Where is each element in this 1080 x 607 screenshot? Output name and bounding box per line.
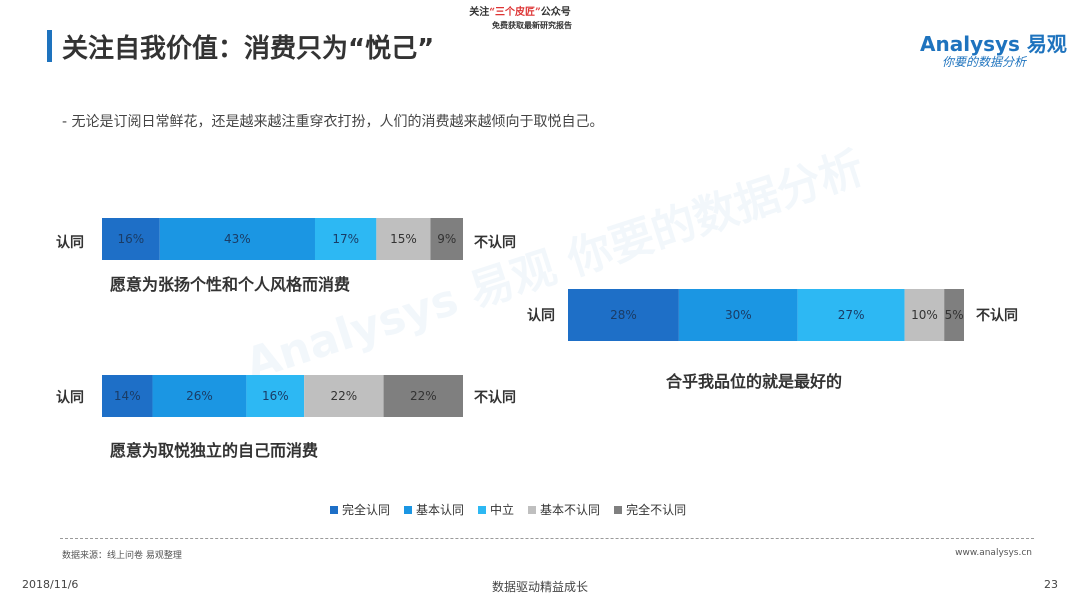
bar-value-label: 26% [186, 389, 213, 403]
legend-label: 完全不认同 [626, 503, 687, 517]
legend-swatch [478, 505, 487, 514]
bar-segment [568, 289, 679, 341]
promo-text: 关注“三个皮匠”公众号 免费获取最新研究报告 [468, 6, 572, 32]
legend-label: 基本认同 [416, 503, 465, 517]
bar2-caption: 合乎我品位的就是最好的 [666, 372, 843, 391]
bar-segment [904, 289, 945, 341]
website-link[interactable]: www.analysys.cn [955, 548, 1032, 558]
subtitle-text: - 无论是订阅日常鲜花，还是越来越注重穿衣打扮，人们的消费越来越倾向于取悦自己。 [62, 114, 604, 130]
bar-segment [246, 375, 305, 417]
bar-value-label: 9% [437, 232, 456, 246]
bar-value-label: 43% [224, 232, 251, 246]
bar1-left-label: 认同 [56, 235, 84, 251]
bar-value-label: 22% [331, 389, 358, 403]
bar-value-label: 27% [838, 308, 865, 322]
promo-line1-b: “三个皮匠” [489, 7, 541, 18]
legend-item: 完全认同 [330, 501, 390, 518]
bar-value-label: 16% [118, 232, 145, 246]
legend-swatch [404, 505, 413, 514]
bar-segment [430, 218, 463, 260]
legend-label: 基本不认同 [540, 503, 601, 517]
bar3-caption: 愿意为取悦独立的自己而消费 [110, 441, 319, 460]
logo-brand-cn: 易观 [1026, 32, 1067, 56]
bar2-right-label: 不认同 [976, 308, 1018, 324]
logo-brand-en: Analysys [920, 32, 1020, 56]
title-accent-bar [47, 30, 52, 62]
logo-slogan: 你要的数据分析 [942, 55, 1027, 69]
bar-segment [678, 289, 798, 341]
bar-value-label: 15% [390, 232, 417, 246]
legend-label: 完全认同 [342, 503, 391, 517]
bar1-right-label: 不认同 [474, 235, 516, 251]
bar-segment [376, 218, 431, 260]
legend-swatch [614, 505, 623, 514]
bar-segment [159, 218, 315, 260]
bar-value-label: 28% [610, 308, 637, 322]
bar-value-label: 14% [114, 389, 141, 403]
promo-line1-a: 关注 [469, 7, 490, 18]
bar-value-label: 16% [262, 389, 289, 403]
bar3-right-label: 不认同 [474, 390, 516, 406]
bar-segment [102, 375, 153, 417]
bar-value-label: 30% [725, 308, 752, 322]
legend-item: 完全不认同 [614, 501, 686, 518]
legend-item: 基本认同 [404, 501, 464, 518]
legend-swatch [528, 505, 537, 514]
bar3-left-label: 认同 [56, 390, 84, 406]
bar-segment [102, 218, 160, 260]
bar-value-label: 22% [410, 389, 437, 403]
bar-segment [152, 375, 247, 417]
data-source: 数据来源：线上问卷 易观整理 [62, 551, 182, 561]
chart-legend: 完全认同 基本认同 中立 基本不认同 完全不认同 [330, 501, 686, 518]
analysys-logo: Analysys 易观 你要的数据分析 [920, 28, 1067, 78]
footer-divider [60, 538, 1034, 539]
bar-value-label: 17% [332, 232, 359, 246]
footer-date: 2018/11/6 [22, 578, 79, 591]
promo-line2: 免费获取最新研究报告 [492, 20, 572, 30]
bar1-caption: 愿意为张扬个性和个人风格而消费 [110, 275, 351, 294]
legend-item: 基本不认同 [528, 501, 600, 518]
bar-segment [944, 289, 964, 341]
bar-segment [797, 289, 905, 341]
page-number: 23 [1044, 578, 1058, 591]
footer-slogan: 数据驱动精益成长 [491, 580, 588, 594]
page-title: 关注自我价值：消费只为“悦己” [62, 34, 435, 64]
bar2-left-label: 认同 [527, 308, 555, 324]
bar-value-label: 5% [945, 308, 964, 322]
bar-segment [314, 218, 377, 260]
legend-label: 中立 [490, 503, 515, 517]
bar-segment [304, 375, 384, 417]
promo-line1-c: 公众号 [540, 7, 571, 18]
legend-swatch [330, 505, 338, 514]
bar-segment [383, 375, 463, 417]
legend-item: 中立 [478, 501, 514, 518]
bar-value-label: 10% [911, 308, 938, 322]
